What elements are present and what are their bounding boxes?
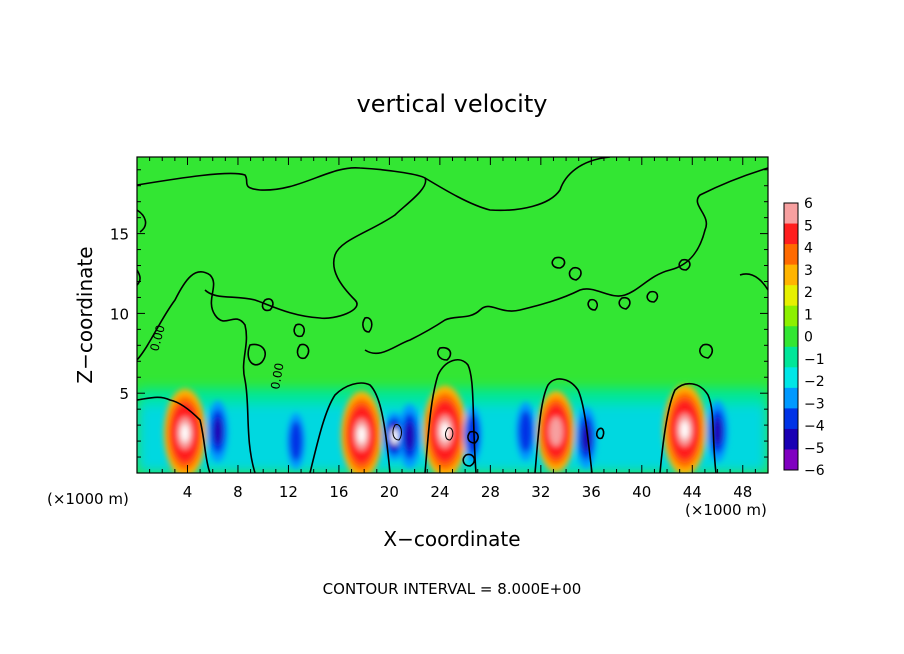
- colorbar-swatch: [784, 408, 798, 430]
- contour-label: 0.00: [147, 323, 167, 352]
- updraft-cell: [663, 384, 707, 473]
- contour-lines: [137, 157, 768, 473]
- colorbar-tick-label: 1: [804, 307, 813, 323]
- x-unit-right: (×1000 m): [685, 501, 767, 519]
- downdraft-cell: [463, 406, 482, 463]
- colorbar-tick-label: −4: [804, 419, 825, 435]
- downdraft-cell: [398, 404, 421, 469]
- colorbar-swatch: [784, 244, 798, 266]
- colorbar-tick-label: 5: [804, 218, 813, 234]
- colorbar-swatch: [784, 449, 798, 471]
- x-tick-label: 32: [531, 483, 550, 501]
- contour-label-2: 0.00: [268, 362, 286, 391]
- x-tick-label: 36: [582, 483, 601, 501]
- updraft-cell: [422, 385, 467, 473]
- x-tick-label: 28: [481, 483, 500, 501]
- downdraft-cell: [575, 407, 597, 469]
- colorbar-swatch: [784, 367, 798, 389]
- x-tick-label: 16: [329, 483, 348, 501]
- colorbar-swatch: [784, 387, 798, 409]
- x-tick-label: 12: [279, 483, 298, 501]
- x-tick-label: 48: [733, 483, 752, 501]
- colorbar-tick-label: 6: [804, 196, 813, 212]
- contour-interval-footer: CONTOUR INTERVAL = 8.000E+00: [323, 580, 582, 598]
- x-tick-label: 20: [380, 483, 399, 501]
- colorbar-swatch: [784, 305, 798, 327]
- colorbar-tick-label: 2: [804, 285, 813, 301]
- colorbar-frame: [783, 202, 799, 471]
- x-tick-label: 24: [430, 483, 449, 501]
- colorbar-tick-label: −3: [804, 396, 825, 412]
- x-unit-left: (×1000 m): [47, 490, 129, 508]
- colorbar-swatch: [784, 223, 798, 245]
- colorbar-tick-label: −5: [804, 441, 825, 457]
- colorbar-swatch: [784, 203, 798, 225]
- colorbar-tick-label: 4: [804, 241, 813, 257]
- colorbar-swatch: [784, 326, 798, 348]
- downdraft-cell: [287, 413, 306, 470]
- x-tick-label: 44: [683, 483, 702, 501]
- colorbar-tick-label: −2: [804, 374, 825, 390]
- colorbar-swatch: [784, 285, 798, 307]
- axis-ticks: [137, 157, 768, 473]
- velocity-field: [163, 384, 728, 473]
- x-tick-label: 8: [233, 483, 243, 501]
- x-tick-label: 4: [183, 483, 193, 501]
- y-tick-label: 10: [110, 305, 129, 323]
- updraft-cell: [163, 388, 206, 473]
- y-tick-label: 15: [110, 226, 129, 244]
- downdraft-cell: [516, 402, 536, 461]
- colorbar-swatch: [784, 346, 798, 368]
- colorbar-swatch: [784, 264, 798, 286]
- x-axis-label: X−coordinate: [383, 527, 520, 551]
- updraft-cell: [537, 390, 575, 473]
- colorbar-tick-label: −1: [804, 352, 825, 368]
- colorbar-tick-label: −6: [804, 463, 825, 479]
- x-tick-label: 40: [632, 483, 651, 501]
- colorbar-swatch: [784, 428, 798, 450]
- colorbar-tick-label: 0: [804, 330, 813, 346]
- updraft-cell: [341, 391, 383, 473]
- downdraft-cell: [707, 400, 728, 463]
- colorbar: 6 5 4 3 2 1 0 −1 −2 −3 −4 −5 −6: [783, 196, 825, 479]
- colorbar-tick-label: 3: [804, 263, 813, 279]
- y-axis-label: Z−coordinate: [73, 246, 97, 383]
- y-tick-label: 5: [119, 385, 129, 403]
- chart-title: vertical velocity: [357, 90, 548, 118]
- plot-area: 0.00 0.00: [137, 157, 768, 473]
- downdraft-cell: [207, 400, 229, 463]
